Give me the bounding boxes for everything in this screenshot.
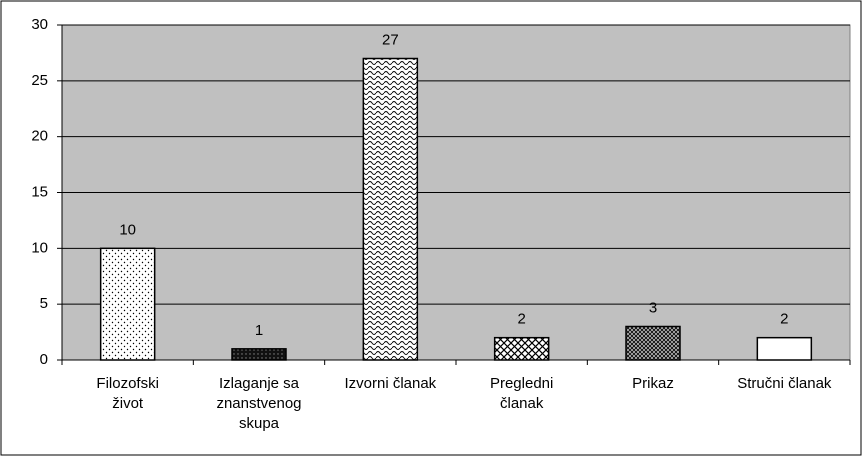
data-label: 2 (517, 311, 525, 328)
x-tick-label-line: Izlaganje sa (219, 375, 300, 392)
x-tick-label: Izvorni članak (344, 375, 436, 392)
y-tick-label: 15 (31, 183, 48, 200)
x-tick-label: Prikaz (632, 375, 674, 392)
y-tick-label: 25 (31, 72, 48, 89)
bar (231, 348, 287, 361)
bar (625, 325, 681, 361)
data-label: 10 (119, 221, 136, 238)
y-tick-label: 5 (40, 295, 48, 312)
x-tick-label-line: članak (500, 395, 544, 412)
data-label: 2 (780, 311, 788, 328)
x-tick-label-line: znanstvenog (216, 395, 301, 412)
bar (362, 57, 419, 361)
bar (493, 336, 550, 361)
x-tick-label: Pregledni članak (490, 375, 553, 412)
data-label: 1 (255, 322, 263, 339)
x-tick-label: Stručni članak (737, 375, 832, 392)
x-tick-label-line: skupa (239, 415, 280, 432)
x-tick-label: Izlaganje sa znanstvenog skupa (216, 375, 301, 432)
bar (756, 336, 813, 361)
y-tick-label: 10 (31, 239, 48, 256)
x-tick-label-line: Filozofski (96, 375, 159, 392)
data-label: 27 (382, 31, 399, 48)
x-tick-label: Filozofski život (96, 375, 159, 412)
bar (99, 247, 156, 361)
x-tick-label-line: život (112, 395, 144, 412)
y-tick-label: 0 (40, 351, 48, 368)
y-tick-label: 30 (31, 16, 48, 33)
data-label: 3 (649, 299, 657, 316)
y-tick-label: 20 (31, 128, 48, 145)
x-tick-label-line: Pregledni (490, 375, 553, 392)
